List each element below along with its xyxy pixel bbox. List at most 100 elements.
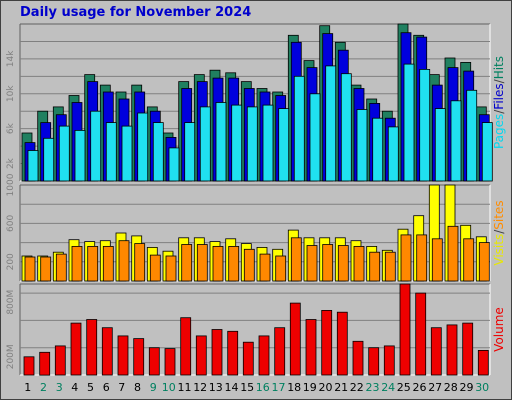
bar-pages-day-26 (419, 69, 431, 182)
bar-sites-day-24 (384, 251, 396, 282)
bar-pages-day-18 (293, 75, 305, 182)
bar-volume-day-21 (336, 311, 348, 376)
bar-volume-day-16 (258, 335, 270, 376)
bar-sites-day-13 (212, 245, 224, 282)
bar-pages-day-9 (152, 122, 164, 182)
bar-sites-day-2 (40, 256, 52, 282)
panel-visits-ytick-label: 200 (6, 253, 16, 270)
bar-pages-day-12 (199, 106, 211, 182)
x-tick-label-day-1: 1 (24, 381, 31, 394)
x-tick-label-day-22: 22 (350, 381, 364, 394)
x-tick-label-day-18: 18 (287, 381, 301, 394)
bar-pages-day-28 (450, 100, 462, 182)
x-tick-label-day-10: 10 (162, 381, 176, 394)
bar-volume-day-7 (117, 335, 129, 376)
bar-pages-day-13 (215, 102, 227, 182)
bar-sites-day-23 (369, 251, 381, 282)
panel-visits-background (20, 185, 490, 281)
x-tick-label-day-26: 26 (413, 381, 427, 394)
bar-volume-day-25 (399, 283, 411, 376)
bar-sites-day-16 (259, 253, 271, 282)
bar-pages-day-17 (278, 108, 290, 182)
x-tick-label-day-11: 11 (178, 381, 192, 394)
bar-sites-day-15 (243, 248, 255, 282)
x-tick-label-day-29: 29 (460, 381, 474, 394)
bar-sites-day-7 (118, 240, 130, 282)
panel-volume-background (20, 284, 490, 375)
panel-visits-ytick-label: 1000 (6, 173, 16, 196)
x-tick-label-day-24: 24 (381, 381, 395, 394)
x-tick-label-day-21: 21 (334, 381, 348, 394)
bar-volume-day-14 (227, 330, 239, 376)
panel-volume-ytick-label: 200M (6, 344, 16, 369)
x-tick-label-day-4: 4 (71, 381, 78, 394)
bar-sites-day-1 (24, 256, 36, 282)
bar-pages-day-6 (105, 122, 117, 182)
bar-volume-day-27 (430, 327, 442, 376)
bar-volume-day-3 (54, 345, 66, 376)
bar-sites-day-27 (431, 238, 443, 282)
bar-pages-day-20 (325, 65, 337, 182)
bar-pages-day-2 (43, 137, 55, 182)
x-tick-label-day-16: 16 (256, 381, 270, 394)
bar-sites-day-26 (416, 234, 428, 282)
legend-part-volume: Volume (492, 307, 506, 352)
legend-part-slash: / (492, 78, 506, 83)
bar-pages-day-27 (434, 108, 446, 182)
bar-sites-day-14 (228, 245, 240, 282)
legend-part-pages: Pages (492, 114, 506, 149)
bar-pages-day-1 (27, 150, 39, 182)
x-tick-label-day-28: 28 (444, 381, 458, 394)
bar-pages-day-30 (481, 122, 493, 182)
x-tick-label-day-9: 9 (150, 381, 157, 394)
x-tick-label-day-3: 3 (56, 381, 63, 394)
bar-sites-day-5 (87, 245, 99, 282)
bar-sites-day-29 (463, 238, 475, 282)
bar-volume-day-30 (477, 349, 489, 376)
bar-sites-day-10 (165, 255, 177, 282)
bar-sites-day-20 (322, 244, 334, 282)
bar-volume-day-10 (164, 348, 176, 376)
bar-sites-day-6 (102, 245, 114, 282)
panel-volume-ytick-label: 800M (6, 290, 16, 315)
x-tick-label-day-5: 5 (87, 381, 94, 394)
panel-usage-legend-label: Pages/Files/Hits (492, 56, 506, 149)
panel-usage-ytick-label: 10k (6, 85, 16, 102)
x-tick-label-day-30: 30 (475, 381, 489, 394)
x-tick-label-day-25: 25 (397, 381, 411, 394)
bar-sites-day-18 (290, 237, 302, 282)
chart-title: Daily usage for November 2024 (20, 5, 252, 20)
x-tick-label-day-27: 27 (428, 381, 442, 394)
bar-sites-day-22 (353, 245, 365, 282)
legend-part-slash: / (492, 229, 506, 234)
bar-volume-day-5 (86, 319, 98, 376)
bar-pages-day-4 (74, 129, 86, 182)
legend-part-hits: Hits (492, 56, 506, 79)
legend-part-slash: / (492, 109, 506, 114)
bar-sites-day-4 (71, 245, 83, 282)
bar-volume-day-26 (415, 292, 427, 376)
bar-volume-day-28 (446, 324, 458, 376)
bar-sites-day-28 (447, 225, 459, 282)
x-tick-label-day-6: 6 (103, 381, 110, 394)
bar-pages-day-29 (466, 89, 478, 182)
bar-pages-day-10 (168, 147, 180, 182)
bar-volume-day-6 (101, 327, 113, 376)
bar-volume-day-17 (274, 327, 286, 376)
bar-volume-day-15 (242, 341, 254, 376)
bar-pages-day-7 (121, 125, 133, 182)
bar-volume-day-19 (305, 319, 317, 376)
bar-sites-day-25 (400, 234, 412, 282)
bar-volume-day-1 (23, 356, 35, 376)
bar-pages-day-16 (262, 104, 274, 182)
panel-visits-legend-label: Visits/Sites (492, 200, 506, 265)
panel-usage-ytick-label: 2k (6, 157, 16, 169)
bar-sites-day-11 (181, 244, 193, 282)
bar-volume-day-12 (195, 335, 207, 376)
bar-pages-day-14 (231, 104, 243, 182)
x-tick-label-day-14: 14 (225, 381, 239, 394)
bar-pages-day-15 (246, 106, 258, 182)
x-tick-label-day-13: 13 (209, 381, 223, 394)
bar-pages-day-22 (356, 109, 368, 182)
